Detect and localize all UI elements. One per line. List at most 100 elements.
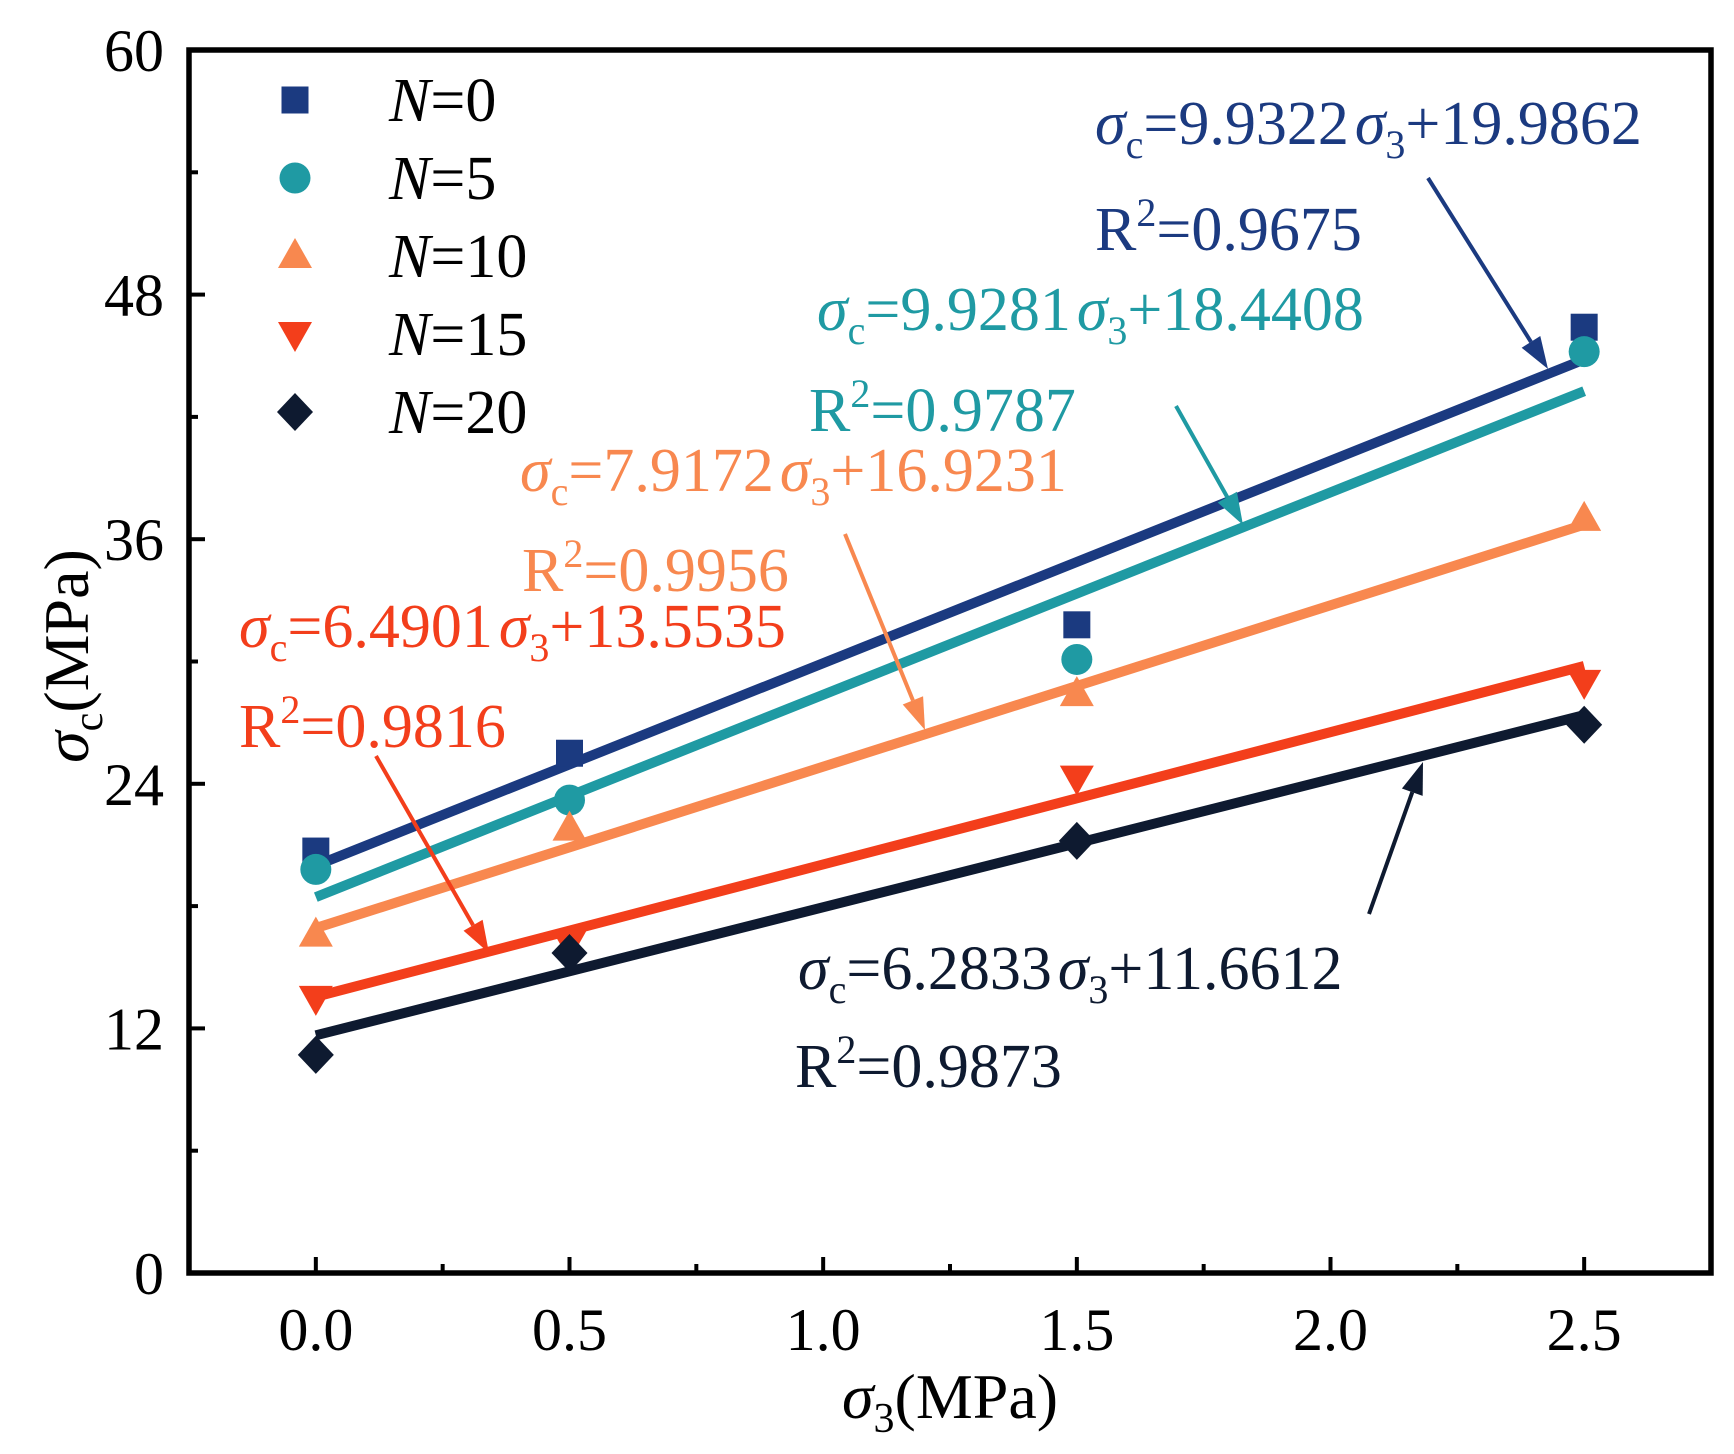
x-tick-label: 1.0 <box>786 1297 861 1363</box>
plus-sign: + <box>1108 935 1143 1003</box>
y-tick-label: 60 <box>104 18 164 84</box>
fit-slope: 6.2833 <box>881 935 1052 1003</box>
equals-sign: = <box>568 437 603 505</box>
annotation-arrow-shaft <box>1426 176 1533 343</box>
equals-sign: = <box>870 377 905 445</box>
r-symbol: R <box>795 1033 837 1101</box>
r-symbol: R <box>809 377 851 445</box>
data-point <box>300 853 332 885</box>
sigma-3-symbol: σ <box>1077 276 1110 344</box>
r-symbol: R <box>239 693 281 761</box>
data-point <box>554 784 585 816</box>
fit-r-squared: R2=0.9873 <box>795 1027 1062 1101</box>
x-tick-label: 0.0 <box>278 1297 353 1363</box>
superscript-2: 2 <box>280 687 300 732</box>
equals-sign: = <box>856 1033 891 1101</box>
x-axis-subscript: 3 <box>874 1396 895 1442</box>
fit-equation: σc=9.9322σ3+19.9862 <box>1095 90 1642 167</box>
annotation-arrow-head <box>1521 336 1548 369</box>
legend-value: =15 <box>430 301 527 369</box>
y-axis-label: σc(MPa) <box>31 549 112 763</box>
data-point <box>297 1035 334 1074</box>
r-squared-value: 0.9873 <box>891 1033 1062 1101</box>
data-point <box>556 739 583 767</box>
sigma-3-symbol: σ <box>1058 935 1091 1003</box>
r-symbol: R <box>1095 196 1137 264</box>
equals-sign: = <box>865 276 900 344</box>
x-axis-label: σ3(MPa) <box>842 1361 1058 1442</box>
data-point <box>298 985 333 1016</box>
legend-entry: N=20 <box>277 379 527 447</box>
equals-sign: = <box>300 693 335 761</box>
equals-sign: = <box>1143 90 1178 158</box>
plus-sign: + <box>1405 90 1440 158</box>
fit-equation: σc=6.4901σ3+13.5535 <box>239 593 786 670</box>
equals-sign: = <box>1156 196 1191 264</box>
fit-intercept: 16.9231 <box>865 437 1067 505</box>
data-point <box>1061 643 1093 675</box>
r-squared-value: 0.9956 <box>618 537 789 605</box>
data-point <box>1568 336 1600 368</box>
equals-sign: = <box>287 593 322 661</box>
sigma-3-symbol: σ <box>1355 90 1388 158</box>
legend-marker <box>281 86 309 114</box>
r-squared-value: 0.9816 <box>335 693 506 761</box>
sigma-c-symbol: σ <box>239 593 272 661</box>
data-point <box>552 810 587 841</box>
legend-variable: N <box>388 145 434 213</box>
fit-line <box>314 710 1586 1041</box>
fit-line <box>313 354 1587 871</box>
legend-value: =10 <box>430 223 527 291</box>
legend-marker <box>278 322 312 352</box>
data-series <box>300 336 1600 885</box>
r-squared-value: 0.9787 <box>905 377 1076 445</box>
sigma-c-symbol: σ <box>1095 90 1128 158</box>
data-point <box>1063 611 1091 639</box>
superscript-2: 2 <box>563 531 583 576</box>
subscript-c: c <box>270 625 288 670</box>
y-tick-label: 12 <box>104 996 164 1062</box>
data-point <box>551 933 588 972</box>
legend-label: N=5 <box>388 145 496 213</box>
plus-sign: + <box>830 437 865 505</box>
equals-sign: = <box>846 935 881 1003</box>
fit-line <box>313 386 1587 902</box>
legend-entry: N=15 <box>278 301 527 369</box>
fit-r-squared: R2=0.9787 <box>809 371 1076 445</box>
legend-marker <box>279 162 311 194</box>
sigma-c-symbol: σ <box>520 437 553 505</box>
fit-slope: 6.4901 <box>322 593 493 661</box>
superscript-2: 2 <box>836 1027 856 1072</box>
subscript-3: 3 <box>1385 122 1405 167</box>
subscript-c: c <box>829 967 847 1012</box>
x-tick-label: 2.5 <box>1547 1297 1622 1363</box>
legend-marker <box>277 393 313 431</box>
superscript-2: 2 <box>1136 190 1156 235</box>
legend-variable: N <box>388 379 434 447</box>
r-squared-value: 0.9675 <box>1191 196 1362 264</box>
sigma-c-symbol: σ <box>798 935 831 1003</box>
data-point <box>1566 705 1603 744</box>
fit-line <box>314 661 1586 1002</box>
fit-r-squared: R2=0.9675 <box>1095 190 1362 264</box>
subscript-3: 3 <box>1107 308 1127 353</box>
subscript-3: 3 <box>1088 967 1108 1012</box>
data-series <box>298 500 1602 947</box>
fit-intercept: 18.4408 <box>1162 276 1364 344</box>
plot-frame <box>186 47 1714 1276</box>
x-tick-label: 2.0 <box>1293 1297 1368 1363</box>
legend-label: N=10 <box>388 223 527 291</box>
data-series <box>297 705 1603 1074</box>
fit-equation: σc=6.2833σ3+11.6612 <box>798 935 1343 1012</box>
annotation-arrow-head <box>1217 491 1243 525</box>
x-axis-unit: (MPa) <box>895 1361 1059 1432</box>
y-axis-subscript: c <box>66 713 112 732</box>
subscript-3: 3 <box>529 625 549 670</box>
annotation-arrow-shaft <box>1174 405 1230 499</box>
legend-entry: N=10 <box>278 223 527 291</box>
annotation-arrow-shaft <box>1367 791 1415 915</box>
data-point <box>1058 821 1095 860</box>
